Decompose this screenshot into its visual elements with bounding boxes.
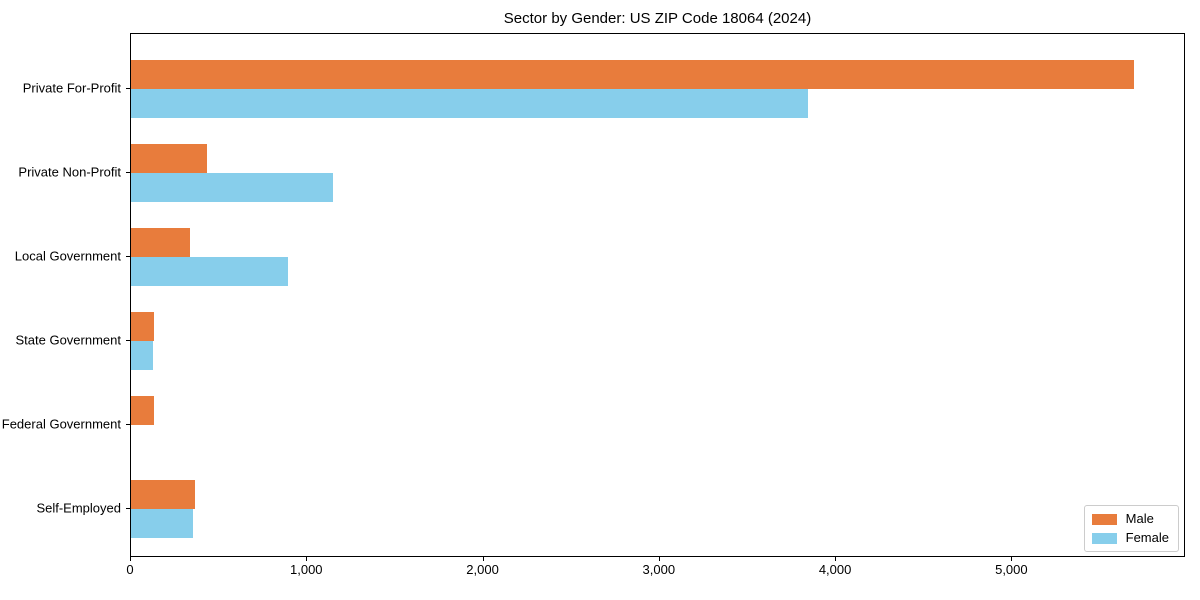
x-tick-label-0: 0 <box>126 562 134 577</box>
x-tick-mark-2000 <box>482 557 484 561</box>
bar-female-state-government <box>131 341 154 371</box>
x-tick-label-2000: 2,000 <box>466 562 499 577</box>
y-tick-label-private-for-profit: Private For-Profit <box>22 80 121 96</box>
bar-male-federal-government <box>131 395 154 425</box>
bar-female-local-government <box>131 257 288 287</box>
y-tick-mark-private-non-profit <box>126 172 130 173</box>
y-tick-mark-self-employed <box>126 508 130 509</box>
x-tick-label-5000: 5,000 <box>995 562 1028 577</box>
x-tick-mark-5000 <box>1011 557 1013 561</box>
x-tick-mark-1000 <box>306 557 308 561</box>
bar-male-private-for-profit <box>131 59 1134 89</box>
x-tick-mark-0 <box>130 557 131 561</box>
legend-label-male: Male <box>1125 511 1154 526</box>
y-tick-label-local-government: Local Government <box>14 248 121 264</box>
x-tick-label-1000: 1,000 <box>289 562 323 577</box>
y-tick-mark-state-government <box>126 340 130 341</box>
bar-male-local-government <box>131 227 191 257</box>
y-tick-label-self-employed: Self-Employed <box>36 500 121 516</box>
bar-female-private-non-profit <box>131 173 333 203</box>
legend-swatch-male <box>1091 513 1117 525</box>
bar-male-private-non-profit <box>131 143 208 173</box>
y-tick-label-private-non-profit: Private Non-Profit <box>18 164 121 180</box>
y-tick-mark-local-government <box>126 256 130 257</box>
x-tick-mark-4000 <box>835 557 837 561</box>
y-tick-mark-private-for-profit <box>126 88 130 89</box>
legend-item-female: Female <box>1091 530 1169 545</box>
y-tick-mark-federal-government <box>126 424 130 425</box>
x-tick-label-4000: 4,000 <box>818 562 852 577</box>
bar-male-state-government <box>131 311 155 341</box>
bar-male-self-employed <box>131 479 196 509</box>
legend-label-female: Female <box>1125 530 1169 545</box>
y-tick-label-state-government: State Government <box>15 332 122 348</box>
legend-swatch-female <box>1091 532 1117 544</box>
bar-female-private-for-profit <box>131 89 809 119</box>
x-tick-label-3000: 3,000 <box>642 562 676 577</box>
bar-female-self-employed <box>131 509 194 539</box>
chart-title: Sector by Gender: US ZIP Code 18064 (202… <box>503 10 812 27</box>
y-tick-label-federal-government: Federal Government <box>1 416 121 432</box>
x-tick-mark-3000 <box>658 557 660 561</box>
legend-item-male: Male <box>1091 511 1169 526</box>
legend: Male Female <box>1083 505 1179 552</box>
plot-area: Male Female <box>130 33 1185 557</box>
